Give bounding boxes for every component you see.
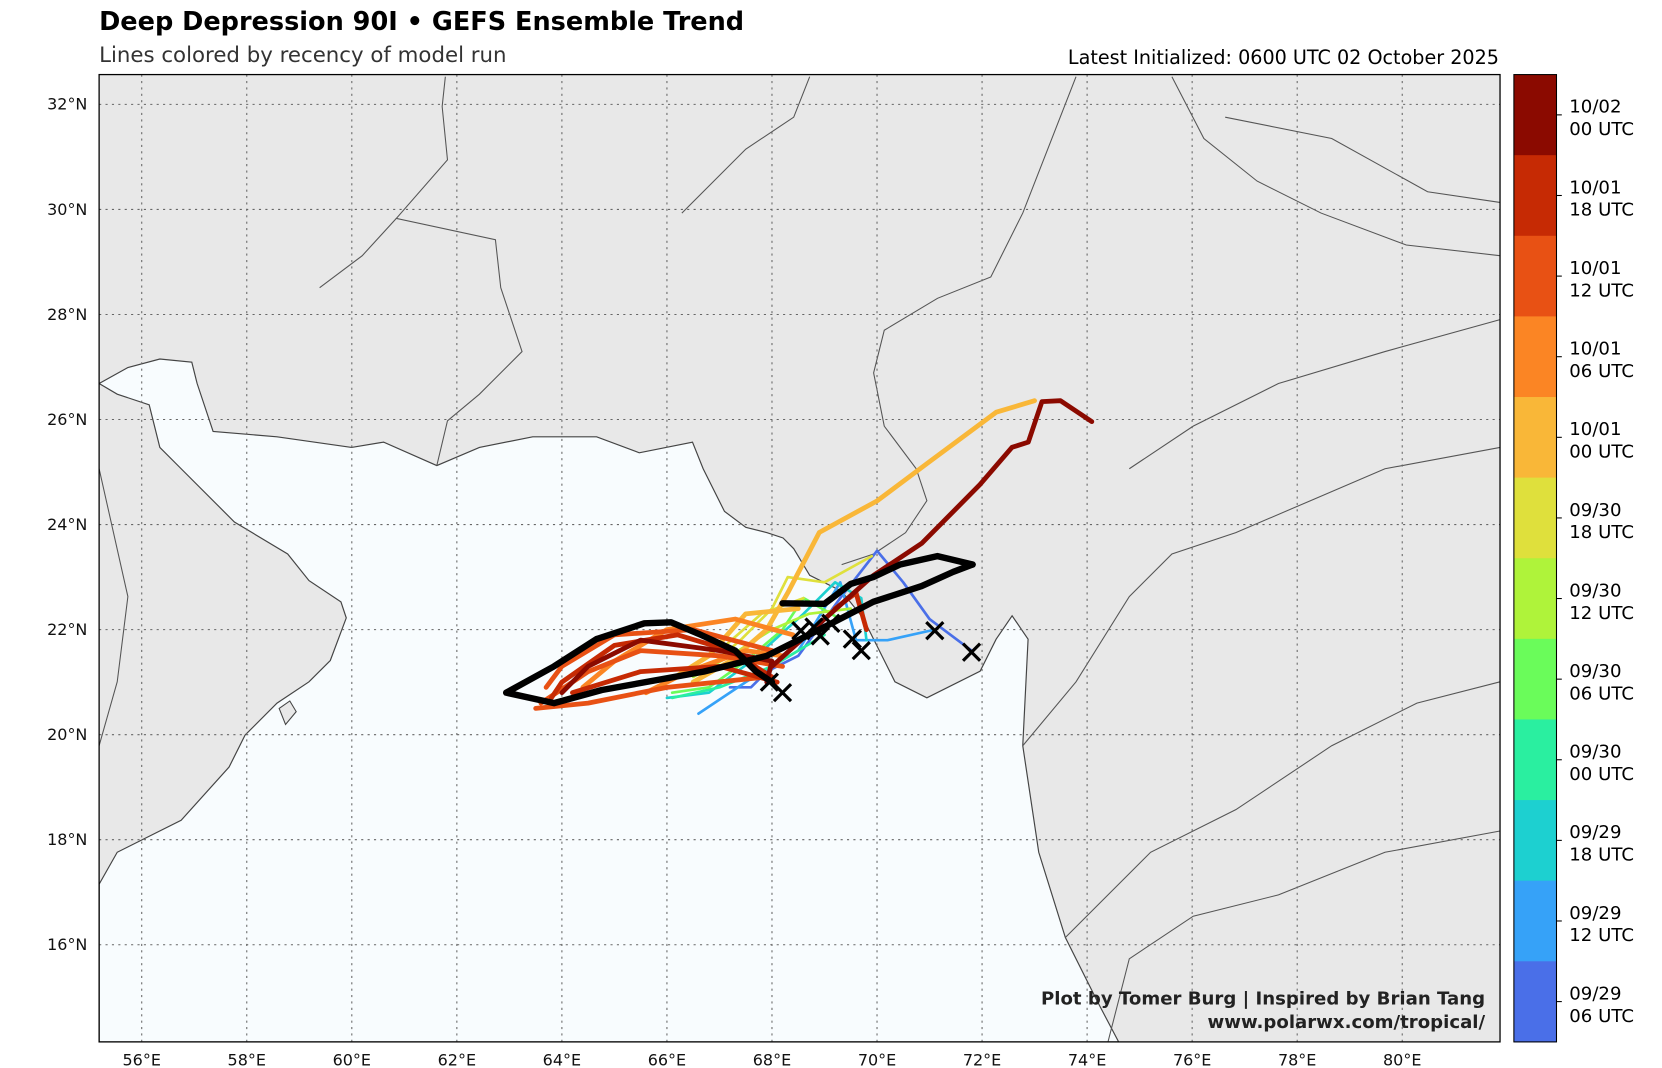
ensemble-track bbox=[665, 580, 868, 700]
map-area bbox=[99, 74, 1501, 1042]
lat-tick-label: 20°N bbox=[47, 725, 87, 744]
colorbar-label-time: 06 UTC bbox=[1569, 361, 1634, 382]
initial-position-x-marker bbox=[925, 621, 945, 641]
mean-track bbox=[502, 561, 976, 707]
colorbar-segment bbox=[1513, 74, 1557, 156]
colorbar-label-time: 00 UTC bbox=[1569, 442, 1634, 463]
initial-position-x-marker bbox=[961, 642, 982, 662]
colorbar-label-time: 00 UTC bbox=[1569, 119, 1634, 140]
lat-tick-label: 32°N bbox=[47, 95, 87, 114]
colorbar-frame bbox=[1513, 74, 1558, 1043]
colorbar-label-date: 09/29 bbox=[1569, 983, 1621, 1004]
lon-tick-label: 80°E bbox=[1383, 1050, 1421, 1068]
lon-tick-label: 64°E bbox=[543, 1050, 581, 1068]
lat-tick-label: 26°N bbox=[47, 410, 87, 429]
borders bbox=[99, 76, 1501, 1042]
colorbar-label-date: 10/02 bbox=[1569, 97, 1621, 118]
credit-line-1: Plot by Tomer Burg | Inspired by Brian T… bbox=[1041, 989, 1485, 1010]
colorbar-label-time: 12 UTC bbox=[1569, 603, 1634, 624]
colorbar-label-time: 06 UTC bbox=[1569, 1006, 1634, 1027]
ensemble-track bbox=[728, 549, 973, 689]
lon-tick-label: 60°E bbox=[333, 1050, 371, 1068]
initial-position-x-marker bbox=[851, 640, 871, 661]
lon-tick-label: 78°E bbox=[1278, 1050, 1316, 1068]
lon-tick-label: 58°E bbox=[228, 1050, 266, 1068]
colorbar-segment bbox=[1513, 235, 1557, 317]
initial-position-x-marker bbox=[759, 672, 780, 692]
ensemble-track bbox=[570, 663, 780, 696]
initial-position-markers bbox=[759, 613, 982, 703]
colorbar-segment bbox=[1513, 558, 1557, 640]
colorbar-label-date: 09/29 bbox=[1569, 903, 1621, 924]
colorbar-label-date: 10/01 bbox=[1569, 177, 1621, 198]
lon-tick-label: 70°E bbox=[858, 1050, 896, 1068]
lon-tick-label: 74°E bbox=[1068, 1050, 1106, 1068]
ensemble-track bbox=[702, 554, 874, 673]
longitude-ticks: 56°E 58°E 60°E 62°E 64°E 66°E 68°E 70°E 72°E 74°E… bbox=[123, 1050, 1422, 1068]
ensemble-track bbox=[533, 674, 770, 711]
colorbar-label-time: 12 UTC bbox=[1569, 280, 1634, 301]
colorbar-label-time: 18 UTC bbox=[1569, 522, 1634, 543]
colorbar-label-date: 09/30 bbox=[1569, 661, 1621, 682]
ensemble-track bbox=[697, 580, 937, 716]
gridlines bbox=[99, 74, 1501, 1042]
colorbar-label-time: 00 UTC bbox=[1569, 764, 1634, 785]
ensemble-track bbox=[769, 398, 1095, 669]
lon-tick-label: 66°E bbox=[648, 1050, 686, 1068]
mean-track bbox=[779, 552, 976, 608]
lat-tick-label: 16°N bbox=[47, 935, 87, 954]
colorbar-label-date: 09/30 bbox=[1569, 580, 1621, 601]
colorbar-label-date: 10/01 bbox=[1569, 258, 1621, 279]
island bbox=[278, 700, 297, 726]
colorbar-label-time: 18 UTC bbox=[1569, 845, 1634, 866]
lon-tick-label: 72°E bbox=[963, 1050, 1001, 1068]
latest-initialized: Latest Initialized: 0600 UTC 02 October … bbox=[1068, 46, 1499, 69]
colorbar-label-date: 09/29 bbox=[1569, 822, 1621, 843]
colorbar-label-date: 09/30 bbox=[1569, 500, 1621, 521]
latitude-ticks: 16°N 18°N 20°N 22°N 24°N 26°N 28°N 30°N 32°N bbox=[47, 95, 87, 954]
lat-tick-label: 24°N bbox=[47, 515, 87, 534]
initial-position-x-marker bbox=[804, 617, 824, 637]
colorbar-segment bbox=[1513, 397, 1557, 479]
colorbar-segment bbox=[1513, 880, 1557, 962]
initial-position-x-marker bbox=[842, 629, 862, 649]
mean-tracks bbox=[502, 552, 976, 707]
colorbar-label-time: 06 UTC bbox=[1569, 683, 1634, 704]
plot-subtitle: Lines colored by recency of model run bbox=[99, 43, 506, 68]
initial-position-x-marker bbox=[772, 682, 793, 703]
lon-tick-label: 76°E bbox=[1173, 1050, 1211, 1068]
lon-tick-label: 68°E bbox=[753, 1050, 791, 1068]
map-frame bbox=[98, 73, 1501, 1043]
lat-tick-label: 18°N bbox=[47, 830, 87, 849]
lat-tick-label: 22°N bbox=[47, 620, 87, 639]
colorbar-label-date: 10/01 bbox=[1569, 339, 1621, 360]
colorbar-label-date: 09/30 bbox=[1569, 742, 1621, 763]
plot-title: Deep Depression 90I • GEFS Ensemble Tren… bbox=[99, 7, 744, 37]
lat-tick-label: 30°N bbox=[47, 200, 87, 219]
colorbar-segment bbox=[1513, 638, 1557, 720]
lat-tick-label: 28°N bbox=[47, 305, 87, 324]
colorbar-segment bbox=[1513, 961, 1557, 1043]
colorbar-segment bbox=[1513, 800, 1557, 882]
colorbar-segment bbox=[1513, 719, 1557, 801]
lon-tick-label: 56°E bbox=[123, 1050, 161, 1068]
initial-position-x-marker bbox=[821, 613, 841, 633]
colorbar-segment bbox=[1513, 316, 1557, 398]
credit-url[interactable]: www.polarwx.com/tropical/ bbox=[1208, 1012, 1486, 1033]
colorbar-label-time: 18 UTC bbox=[1569, 200, 1634, 221]
colorbar-label-time: 12 UTC bbox=[1569, 925, 1634, 946]
colorbar-label-date: 10/01 bbox=[1569, 419, 1621, 440]
colorbar-segment bbox=[1513, 477, 1557, 559]
colorbar-segment bbox=[1513, 155, 1557, 237]
lon-tick-label: 62°E bbox=[438, 1050, 476, 1068]
